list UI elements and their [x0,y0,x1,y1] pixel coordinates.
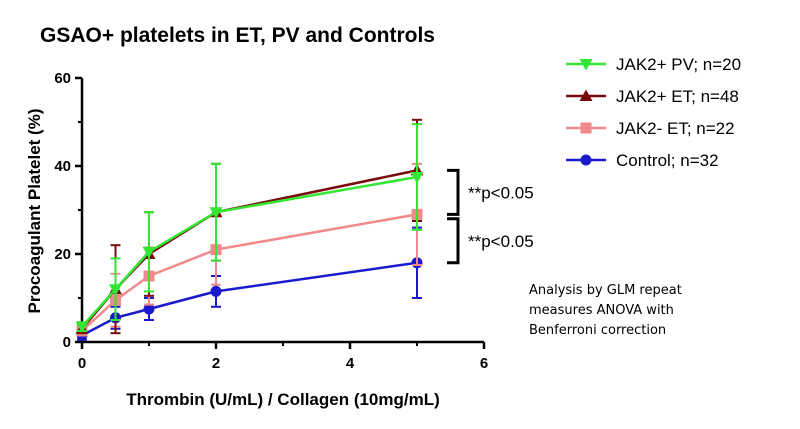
legend-swatch-marker [579,59,593,71]
significance-bracket [447,217,460,265]
note-line: measures ANOVA with [529,303,674,318]
significance-label: **p<0.05 [468,232,534,251]
y-tick-label: 40 [54,158,71,175]
legend-label: JAK2+ ET; n=48 [616,87,739,106]
y-tick-label: 60 [54,70,71,87]
series-line [81,175,418,328]
note-line: Analysis by GLM repeat [529,283,682,298]
x-tick-label: 4 [346,355,355,372]
series-line [81,169,418,330]
significance-brackets: **p<0.05 **p<0.05 [447,168,534,265]
series-0 [75,123,424,334]
x-tick-label: 6 [480,355,488,372]
x-tick-label: 0 [78,355,86,372]
x-axis-title: Thrombin (U/mL) / Collagen (10mg/mL) [126,390,440,409]
analysis-note: Analysis by GLM repeat measures ANOVA wit… [529,283,682,338]
legend-label: JAK2- ET; n=22 [616,119,735,138]
legend-item: JAK2+ PV; n=20 [566,55,741,74]
series-layer [75,118,424,341]
legend-label: Control; n=32 [616,151,719,170]
data-point [109,284,122,296]
chart-title: GSAO+ platelets in ET, PV and Controls [40,24,435,47]
legend-item: Control; n=32 [566,151,719,170]
data-point [75,321,89,334]
data-point [210,285,222,297]
series-2 [76,162,423,337]
data-point [142,246,156,259]
legend-label: JAK2+ PV; n=20 [616,55,741,74]
significance-label: **p<0.05 [468,183,534,202]
data-point [410,172,424,184]
data-point [209,207,223,219]
legend-item: JAK2- ET; n=22 [566,119,735,138]
y-axis-title: Procoagulant Platelet (%) [25,109,44,314]
legend: JAK2+ PV; n=20 JAK2+ ET; n=48 JAK2- ET; n=… [566,55,741,170]
x-tick-label: 2 [212,355,220,372]
data-point [143,303,155,315]
y-tick-label: 20 [54,246,71,263]
legend-swatch-marker [580,154,592,166]
series-1 [75,118,424,335]
significance-bracket [447,168,460,216]
legend-swatch-marker [580,122,592,134]
legend-item: JAK2+ ET; n=48 [566,87,739,106]
note-line: Benferroni correction [529,323,666,338]
axes [80,78,484,344]
y-tick-label: 0 [63,334,71,351]
legend-swatch-marker [579,89,593,101]
series-line [81,261,418,337]
ticks: 0 20 40 60 0 2 4 6 [54,70,488,372]
